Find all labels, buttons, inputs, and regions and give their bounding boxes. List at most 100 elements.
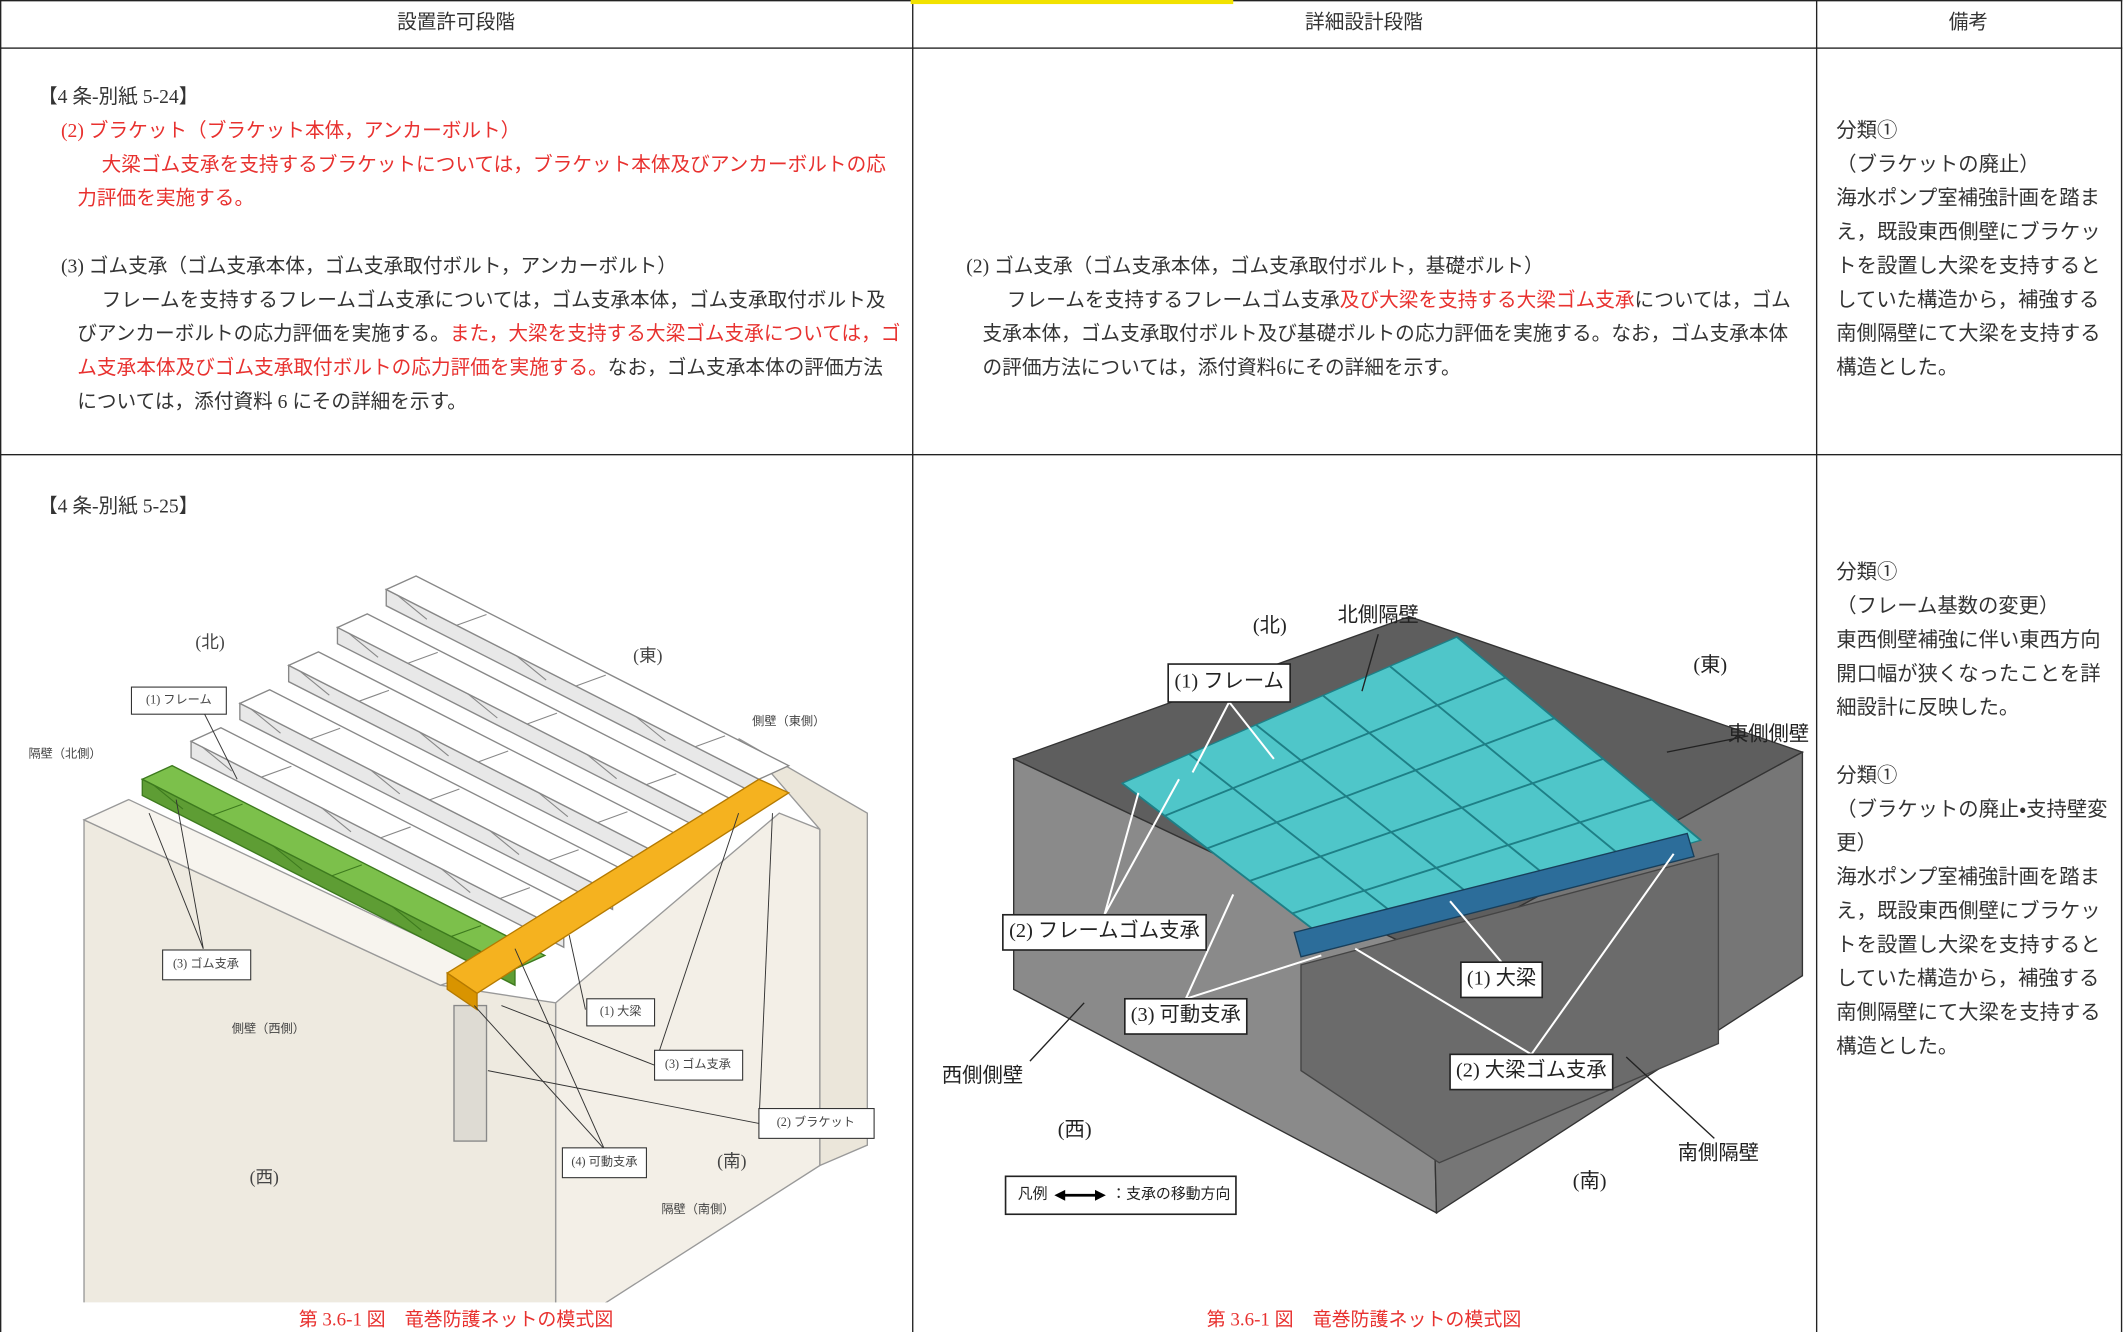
frame [140,764,547,970]
main-beam [446,971,478,1011]
caption: 第 3.6-1 図 竜巻防護ネットの模式図 [298,1310,614,1331]
legend-title: 凡例 [1018,1186,1048,1203]
truss [396,594,428,620]
leader [514,948,605,1150]
leader [473,1005,605,1150]
truss [152,784,184,810]
figure-label: (東) [1693,653,1727,676]
truss [1322,694,1556,884]
remark-category: 分類① [1836,765,1898,788]
remark: 分類① （ブラケットの廃止・支持壁変更） 海水ポンプ室補強計画を踏まえ，既設東西側壁… [1836,760,2110,1065]
figure-label: (西) [1058,1119,1092,1141]
truss [310,727,341,740]
truss [1292,798,1653,915]
truss [646,773,677,786]
remark-text: 海水ポンプ室補強計画を踏まえ，既設東西側壁にブラケットを設置し大梁を支持するとし… [1836,867,2101,1059]
rule [912,0,914,1332]
caption: 第 3.6-1 図 竜巻防護ネットの模式図 [1206,1310,1522,1331]
figure-label: (2) ブラケット [777,1114,855,1129]
main-beam [1293,832,1695,958]
truss [418,731,449,757]
remark-topic: （ブラケットの廃止） [1836,154,2040,177]
remark-category: 分類① [1836,120,1898,143]
truss [548,849,579,862]
truss [467,693,498,719]
figure-label: (3) ゴム支承 [173,956,239,971]
truss [1389,665,1629,863]
truss [369,769,401,795]
leader [487,1070,760,1124]
leader [568,934,586,1010]
leader [175,799,204,949]
section-heading: (3) ゴム支承（ゴム支承本体，ゴム支承取付ボルト，アンカーボルト） [38,251,901,285]
figure-label: (東) [633,645,662,665]
leader [654,812,740,1066]
leader [202,711,238,780]
section-body: 大梁ゴム支承を支持するブラケットについては，ブラケット本体及びアンカーボルトの応… [38,149,901,217]
frame [384,575,791,780]
remark-topic: （ブラケットの廃止・支持壁変更） [1836,799,2108,856]
truss [201,746,233,772]
heading-text: (2) ゴム支承（ゴム支承本体，ゴム支承取付ボルト，基礎ボルト） [966,256,1544,278]
truss [1164,676,1506,817]
truss [499,887,531,900]
figure-label: 側壁（東側） [752,714,825,728]
permit-cell: 【4 条-別紙 5-24】 (2) ブラケット（ブラケット本体，アンカーボルト）… [0,47,912,454]
figure-label: (3) ゴム支承 [665,1056,731,1071]
label-box [758,1108,875,1139]
label-box [586,998,656,1027]
figure-detail: (北) 北側隔壁 (東) (1) フレーム 東側側壁 (2) フレームゴム支承 … [942,603,1809,1216]
column-header: 備考 [1948,12,1989,34]
body-text: 大梁ゴム支承を支持するブラケットについては，ブラケット本体及びアンカーボルトの応… [77,154,886,211]
label-box [1002,913,1207,951]
remark-topic: （フレーム基数の変更） [1836,596,2060,618]
leaders [148,711,773,1150]
section: (2) ブラケット（ブラケット本体，アンカーボルト） 大梁ゴム支承を支持するブラケ… [38,115,901,217]
body-text: フレームを支持するフレームゴム支承については，ゴム支承本体，ゴム支承取付ボルト及… [77,290,886,346]
figure-label: (2) フレームゴム支承 [1009,919,1200,942]
figure-label: (4) 可動支承 [571,1155,637,1169]
remark-text: 東西側壁補強に伴い東西方向開口幅が狭くなったことを詳細設計に反映した。 [1836,630,2101,720]
truss [488,829,520,856]
figure-label: (3) 可動支承 [1131,1003,1241,1026]
leader [1228,701,1275,760]
leader [1103,792,1140,916]
label-box [1167,663,1291,703]
label-boxes [1002,663,1614,1216]
label-box [654,1049,744,1081]
reference: 【4 条-別紙 5-24】 [37,86,199,109]
arrow-head [1054,1189,1066,1201]
leader [1185,954,1322,1000]
leader [1191,701,1231,773]
figure-label: 東側側壁 [1728,723,1809,746]
figure-label: 隔壁（北側） [28,747,101,761]
truss [391,905,422,931]
body-text: また，大梁を支持する大梁ゴム支承については，ゴム支承本体及びゴム支承取付ボルトの… [77,323,901,380]
heading-text: (3) ゴム支承（ゴム支承本体，ゴム支承取付ボルト，アンカーボルト） [60,256,677,278]
leader [1184,894,1235,1000]
rule [2120,0,2123,1332]
figure-label: (北) [195,632,224,652]
figure-label: 西側側壁 [942,1064,1023,1087]
figure-label: (北) [1253,614,1287,637]
drawing [82,575,869,1303]
rule [0,47,2123,49]
leader [501,1005,655,1066]
leader [758,813,773,1124]
highlight [910,0,1234,5]
truss [320,807,352,833]
figure-label: 南側隔壁 [1678,1141,1759,1164]
truss [380,826,411,839]
truss-lines [1121,636,1702,947]
truss [478,750,509,763]
truss [537,791,569,818]
rule [0,0,2,1332]
truss [272,844,303,871]
leader [1103,778,1180,916]
legend-box [1004,1175,1237,1216]
leader [1530,853,1675,1055]
truss [586,753,617,780]
truss [358,689,390,702]
arrow-head [1095,1189,1106,1201]
